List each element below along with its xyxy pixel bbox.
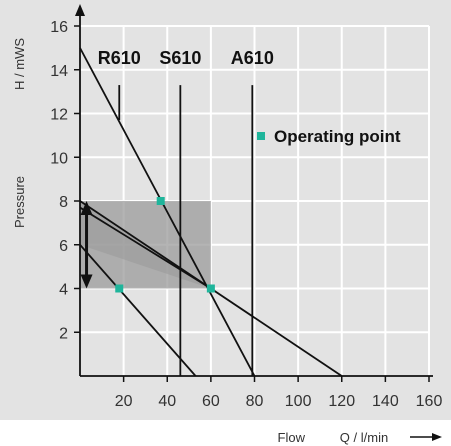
operating-point-marker — [115, 284, 124, 293]
series-label-a610: A610 — [231, 48, 274, 68]
series-label-s610: S610 — [159, 48, 201, 68]
y-tick-label: 12 — [50, 107, 68, 124]
y-tick-label: 4 — [59, 282, 68, 299]
y-axis-arrowhead — [75, 4, 85, 16]
x-tick-label: 20 — [115, 393, 133, 410]
operating-point-marker — [156, 197, 165, 205]
x-tick-label: 120 — [328, 393, 355, 410]
range-arrow-head-up — [80, 201, 93, 215]
series-line-r610 — [79, 244, 197, 377]
y-tick-label: 14 — [50, 63, 68, 80]
x-tick-label: 140 — [372, 393, 399, 410]
x-tick-label: 160 — [416, 393, 443, 410]
series-line-4 — [79, 206, 212, 290]
y-tick-label: 6 — [59, 238, 68, 255]
x-tick-label: 100 — [285, 393, 312, 410]
x-axis-unit: Q / l/min — [340, 430, 388, 445]
x-axis-title: Flow — [278, 430, 306, 445]
y-tick-label: 16 — [50, 19, 68, 36]
x-tick-label: 40 — [158, 393, 176, 410]
x-tick-label: 80 — [246, 393, 264, 410]
x-axis-note-arrowhead — [432, 433, 442, 441]
series-line-s610 — [79, 47, 256, 377]
legend-marker — [257, 132, 265, 140]
x-tick-label: 60 — [202, 393, 220, 410]
y-tick-label: 10 — [50, 150, 68, 167]
y-axis-unit: H / mWS — [12, 38, 27, 90]
y-axis-title: Pressure — [12, 176, 27, 228]
operating-point-marker — [206, 284, 215, 293]
y-tick-label: 8 — [59, 194, 68, 211]
legend-label: Operating point — [274, 127, 401, 146]
series-label-r610: R610 — [98, 48, 141, 68]
y-tick-label: 2 — [59, 325, 68, 342]
range-arrow-head-down — [80, 274, 93, 289]
